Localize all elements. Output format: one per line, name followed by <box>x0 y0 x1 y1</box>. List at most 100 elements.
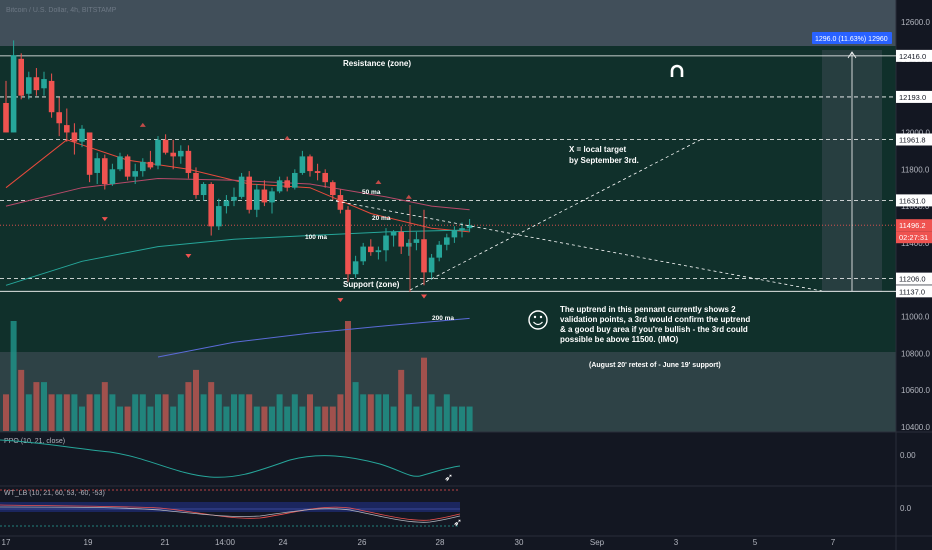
volume-bar <box>322 406 329 431</box>
candle-body <box>284 180 290 188</box>
volume-bar <box>360 394 367 431</box>
price-tag-bg <box>896 219 932 232</box>
target-note-line-2: by September 3rd. <box>569 156 639 165</box>
price-tag-bg <box>896 285 932 298</box>
volume-bar <box>101 382 108 431</box>
price-tag: 12193.0 <box>899 93 926 102</box>
candle-body <box>261 189 268 203</box>
candle-body <box>71 132 78 142</box>
buy-marker <box>284 135 291 140</box>
wt-indicator-label: WT_LB (10, 21, 60, 53, -60, -53) <box>4 490 105 497</box>
volume-bar <box>436 406 443 431</box>
rocket-icon-2: ➶ <box>453 517 462 529</box>
candle-body <box>444 237 450 245</box>
x-tick-label: Sep <box>590 538 605 547</box>
candle-body <box>223 200 230 207</box>
ppo-line <box>0 439 461 478</box>
x-tick-label: 26 <box>358 538 367 547</box>
candle-body <box>48 80 55 113</box>
candle-body <box>413 239 420 243</box>
volume-bar <box>56 394 63 431</box>
measure-arrow-head <box>847 51 857 59</box>
candle-body <box>124 156 131 177</box>
x-tick-label: 19 <box>84 538 93 547</box>
signal-markers <box>101 122 427 303</box>
volume-bar <box>337 394 344 431</box>
wt-line-green <box>0 506 461 523</box>
resistance-label: Resistance (zone) <box>343 59 411 68</box>
volume-bar <box>291 394 298 431</box>
volume-bar <box>421 357 427 431</box>
target-note-line-1: X = local target <box>569 145 626 154</box>
volume-bar <box>428 394 435 431</box>
candle-body <box>185 150 192 173</box>
volume-bar <box>139 394 146 431</box>
candle-body <box>109 169 116 184</box>
candle-body <box>178 150 184 157</box>
candle-body <box>56 112 62 124</box>
y-tick-label: 10800.0 <box>901 349 930 358</box>
retest-note: (August 20' retest of - June 19' support… <box>589 362 721 369</box>
x-tick-label: 5 <box>753 538 758 547</box>
volume-bar <box>25 394 32 431</box>
volume-bar <box>299 406 306 431</box>
ma-200-label: 200 ma <box>432 315 454 322</box>
volume-bar <box>94 394 101 431</box>
wt-line-red <box>0 504 461 521</box>
volume-bar <box>261 406 268 431</box>
volume-bar <box>443 394 450 431</box>
ma-100-label: 100 ma <box>305 234 327 241</box>
price-tag: 11961.8 <box>899 135 926 144</box>
candle-body <box>314 171 321 173</box>
candle-body <box>299 156 306 173</box>
candle-body <box>466 225 473 229</box>
x-tick-label: 3 <box>674 538 679 547</box>
volume-bar <box>405 394 412 431</box>
y-tick-label: 12600.0 <box>901 18 930 27</box>
volume-bar <box>390 406 397 431</box>
candle-body <box>428 257 435 273</box>
volume-bar <box>155 394 161 431</box>
candle-body <box>132 171 138 177</box>
y-tick-label: 10400.0 <box>901 423 930 432</box>
candle-body <box>375 250 382 253</box>
ma-50-label: 50 ma <box>362 189 381 196</box>
measure-label: 1296.0 (11.63%) 12960 <box>815 36 888 43</box>
volume-bar <box>10 321 17 431</box>
candle-body <box>322 172 328 183</box>
volume-bar <box>132 394 139 431</box>
pennant-note-line-2: validation points, a 3rd would confirm t… <box>560 315 750 324</box>
y-tick-label: 11600.0 <box>901 202 930 211</box>
candle-body <box>3 103 9 133</box>
candle-body <box>352 261 359 275</box>
price-tag: 11206.0 <box>899 275 926 284</box>
y-tick-label: 11400.0 <box>901 239 930 248</box>
candle-body <box>216 206 222 227</box>
candle-body <box>162 139 169 153</box>
rocket-icon-1: ➶ <box>444 472 453 484</box>
candle-body <box>368 246 374 253</box>
candle-body <box>292 172 298 188</box>
candle-body <box>79 128 85 142</box>
candle-body <box>208 184 214 227</box>
volume-bar <box>18 369 25 431</box>
y-tick-label: 11000.0 <box>901 313 930 322</box>
candle-body <box>406 242 412 247</box>
volume-bar <box>466 406 473 431</box>
volume-bar <box>124 406 131 431</box>
smiley-icon <box>528 310 548 330</box>
volume-bar <box>162 394 169 431</box>
x-tick-label: 24 <box>279 538 288 547</box>
buy-marker <box>405 194 412 199</box>
candle-body <box>398 231 404 247</box>
ppo-value: 0.00 <box>900 451 916 460</box>
candle-body <box>64 125 70 133</box>
volume-bars <box>3 321 473 431</box>
candle-body <box>254 189 260 210</box>
price-tag-bg <box>896 133 932 146</box>
candle-body <box>451 230 458 238</box>
price-tag: 12416.0 <box>899 52 926 61</box>
candle-body <box>421 239 427 273</box>
volume-bar <box>185 382 192 431</box>
candle-body <box>140 161 146 172</box>
